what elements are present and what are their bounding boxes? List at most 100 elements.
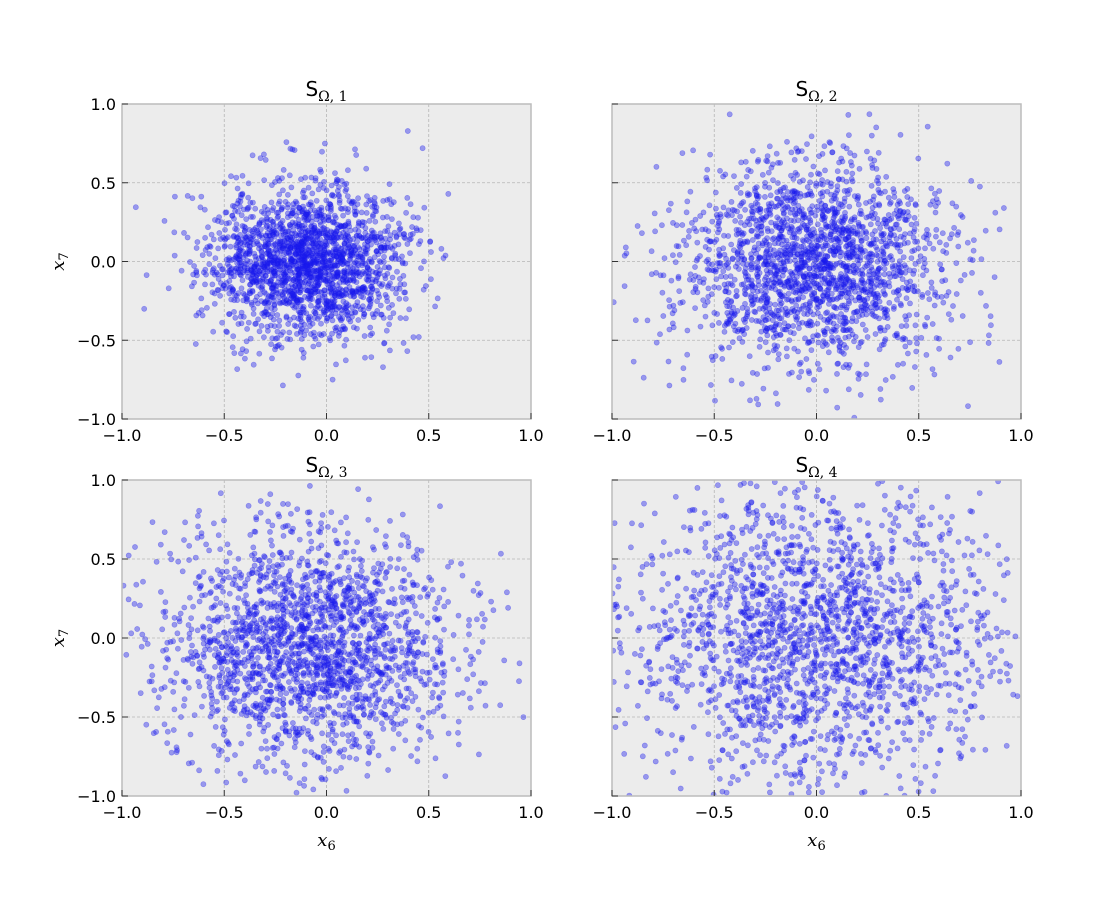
scatter-point <box>250 264 257 270</box>
scatter-point <box>384 244 391 251</box>
scatter-point <box>875 149 882 156</box>
scatter-point <box>402 260 409 267</box>
scatter-point <box>338 253 345 259</box>
scatter-point <box>892 241 898 248</box>
scatter-point <box>806 265 813 272</box>
scatter-point <box>324 281 331 288</box>
scatter-point <box>350 271 357 278</box>
scatter-point <box>279 175 285 181</box>
scatter-point <box>812 247 819 253</box>
scatter-point <box>385 223 392 230</box>
scatter-point <box>282 300 289 307</box>
scatter-point <box>814 320 821 327</box>
scatter-point <box>779 225 786 231</box>
scatter-point <box>834 370 840 377</box>
scatter-point <box>914 238 921 245</box>
scatter-point <box>340 323 347 330</box>
scatter-point <box>367 197 374 203</box>
scatter-point <box>991 274 998 280</box>
scatter-point <box>908 196 914 203</box>
scatter-point <box>329 317 336 324</box>
scatter-point <box>840 364 847 370</box>
scatter-point <box>184 234 191 241</box>
scatter-point <box>241 227 248 234</box>
scatter-point <box>345 245 351 252</box>
scatter-point <box>361 270 368 277</box>
scatter-point <box>808 133 815 140</box>
scatter-point <box>289 262 296 268</box>
scatter-point <box>244 269 251 276</box>
scatter-point <box>382 574 389 581</box>
scatter-point <box>298 256 304 263</box>
scatter-point <box>293 241 300 248</box>
scatter-point <box>864 306 870 313</box>
scatter-point <box>335 332 342 339</box>
scatter-point <box>270 218 277 225</box>
scatter-point <box>380 197 387 204</box>
scatter-point <box>284 243 291 249</box>
scatter-point <box>366 237 373 243</box>
scatter-point <box>1001 205 1007 211</box>
scatter-point <box>314 303 321 310</box>
scatter-point <box>134 626 141 632</box>
scatter-point <box>334 268 341 275</box>
scatter-point <box>261 177 268 183</box>
scatter-point <box>270 316 277 323</box>
scatter-point <box>969 257 976 263</box>
scatter-point <box>254 655 261 661</box>
scatter-point <box>338 553 344 560</box>
scatter-point <box>782 311 789 317</box>
scatter-point <box>123 651 130 658</box>
scatter-point <box>196 659 203 666</box>
scatter-point <box>279 277 286 284</box>
scatter-point <box>343 277 350 284</box>
scatter-point <box>767 267 774 274</box>
scatter-point <box>299 225 306 232</box>
scatter-point <box>310 786 317 793</box>
scatter-point <box>258 261 265 268</box>
scatter-point <box>767 246 774 253</box>
scatter-point <box>845 227 852 234</box>
scatter-point <box>363 201 370 208</box>
scatter-point <box>413 225 420 232</box>
scatter-point <box>299 250 306 257</box>
scatter-point <box>369 213 376 220</box>
scatter-point <box>353 253 360 260</box>
scatter-point <box>311 224 318 231</box>
scatter-point <box>845 298 852 305</box>
scatter-point <box>281 280 287 286</box>
scatter-point <box>382 275 389 282</box>
scatter-point <box>361 311 368 317</box>
scatter-point <box>302 233 309 239</box>
scatter-point <box>692 264 698 270</box>
scatter-point <box>882 216 889 223</box>
scatter-point <box>282 198 289 205</box>
scatter-point <box>303 234 310 241</box>
scatter-point <box>249 288 256 295</box>
scatter-point <box>243 338 250 345</box>
scatter-point <box>798 206 805 212</box>
scatter-point <box>932 291 938 298</box>
scatter-point <box>905 201 912 207</box>
scatter-point <box>818 226 824 233</box>
scatter-point <box>893 332 900 338</box>
scatter-point <box>312 286 319 293</box>
scatter-point <box>292 277 299 284</box>
scatter-point <box>230 286 236 293</box>
scatter-point <box>301 206 307 213</box>
scatter-point <box>303 310 310 316</box>
scatter-point <box>358 235 365 241</box>
scatter-point <box>418 547 425 554</box>
scatter-point <box>287 258 294 265</box>
scatter-point <box>771 342 778 349</box>
scatter-point <box>206 261 213 268</box>
scatter-point <box>354 238 360 245</box>
scatter-point <box>353 270 360 277</box>
scatter-point <box>300 253 307 260</box>
scatter-point <box>831 303 837 310</box>
scatter-point <box>292 258 299 265</box>
scatter-point <box>321 299 328 306</box>
scatter-point <box>378 311 384 318</box>
scatter-point <box>690 147 696 154</box>
scatter-point <box>316 230 323 237</box>
